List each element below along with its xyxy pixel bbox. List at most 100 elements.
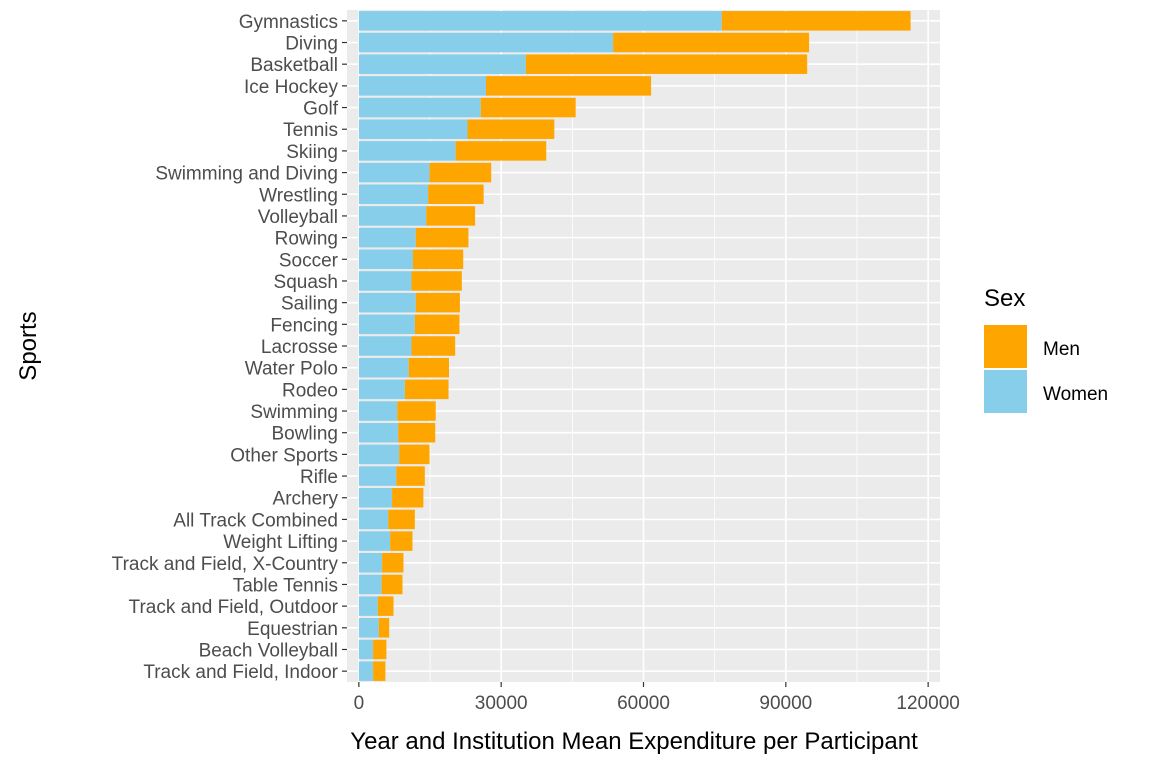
bar-women-basketball xyxy=(358,54,526,74)
y-tick-label-weight-lifting: Weight Lifting xyxy=(223,532,338,553)
y-tick-label-water-polo: Water Polo xyxy=(245,359,338,380)
y-tick-label-beach-volleyball: Beach Volleyball xyxy=(199,640,338,661)
y-tick-label-table-tennis: Table Tennis xyxy=(233,575,338,596)
bar-women-rodeo xyxy=(358,379,405,400)
y-tick-label-skiing: Skiing xyxy=(286,142,338,163)
bar-women-squash xyxy=(358,271,412,291)
y-tick-label-sailing: Sailing xyxy=(281,294,338,315)
x-tick-label-30000: 30000 xyxy=(475,693,528,714)
bar-women-sailing xyxy=(358,292,416,313)
bar-women-rowing xyxy=(358,227,416,248)
bar-men-volleyball xyxy=(426,206,476,226)
bar-men-other-sports xyxy=(399,444,430,465)
bar-men-fencing xyxy=(414,314,460,335)
bar-men-rifle xyxy=(396,466,425,486)
bar-men-lacrosse xyxy=(411,336,456,356)
bar-women-weight-lifting xyxy=(358,531,391,551)
legend-swatch-women xyxy=(984,370,1027,413)
bar-men-gymnastics xyxy=(721,11,911,31)
legend: Sex Men Women xyxy=(984,285,1108,413)
y-tick-label-track-and-field-outdoor: Track and Field, Outdoor xyxy=(129,597,339,618)
bar-women-equestrian xyxy=(358,618,379,638)
bar-men-equestrian xyxy=(378,618,390,638)
bar-women-lacrosse xyxy=(358,336,412,356)
legend-title: Sex xyxy=(984,285,1025,312)
y-axis-title: Sports xyxy=(15,311,42,380)
bar-men-bowling xyxy=(398,422,436,443)
bar-women-bowling xyxy=(358,422,399,443)
y-tick-label-tennis: Tennis xyxy=(283,120,338,141)
legend-label-men: Men xyxy=(1043,339,1080,360)
bar-men-diving xyxy=(613,32,810,53)
bar-women-other-sports xyxy=(358,444,400,465)
bar-women-diving xyxy=(358,32,614,53)
bar-women-volleyball xyxy=(358,206,427,226)
bar-men-wrestling xyxy=(428,184,484,205)
bar-men-rowing xyxy=(415,227,469,248)
y-tick-label-rifle: Rifle xyxy=(300,467,338,488)
bar-men-rodeo xyxy=(404,379,449,400)
bar-women-track-and-field-indoor xyxy=(358,661,374,681)
bar-men-skiing xyxy=(455,141,547,161)
x-tick-label-0: 0 xyxy=(354,693,365,714)
bar-women-wrestling xyxy=(358,184,429,205)
bar-men-golf xyxy=(480,97,576,118)
bar-women-table-tennis xyxy=(358,574,382,595)
bar-women-tennis xyxy=(358,119,468,139)
y-tick-label-all-track-combined: All Track Combined xyxy=(173,510,338,531)
bar-men-water-polo xyxy=(408,357,449,378)
bar-women-soccer xyxy=(358,249,413,270)
x-tick-label-120000: 120000 xyxy=(896,693,959,714)
bar-men-swimming-and-diving xyxy=(429,162,492,183)
legend-label-women: Women xyxy=(1043,384,1108,405)
bar-women-track-and-field-outdoor xyxy=(358,596,378,616)
bar-women-water-polo xyxy=(358,357,409,378)
bar-men-all-track-combined xyxy=(388,509,415,530)
bar-women-rifle xyxy=(358,466,397,486)
y-tick-label-swimming-and-diving: Swimming and Diving xyxy=(155,164,338,185)
bar-men-beach-volleyball xyxy=(373,639,387,660)
bar-men-track-and-field-x-country xyxy=(382,553,404,573)
y-tick-label-bowling: Bowling xyxy=(271,424,338,445)
y-tick-label-archery: Archery xyxy=(273,489,339,510)
y-tick-label-rowing: Rowing xyxy=(275,229,338,250)
bar-men-track-and-field-indoor xyxy=(373,661,386,681)
bar-women-all-track-combined xyxy=(358,509,389,530)
y-tick-label-ice-hockey: Ice Hockey xyxy=(244,77,338,98)
y-tick-label-equestrian: Equestrian xyxy=(247,619,338,640)
y-tick-label-volleyball: Volleyball xyxy=(258,207,338,228)
bar-men-sailing xyxy=(415,292,460,313)
bar-women-swimming xyxy=(358,401,398,421)
bar-women-ice-hockey xyxy=(358,76,486,96)
legend-swatch-men xyxy=(984,325,1027,368)
bar-women-gymnastics xyxy=(358,11,722,31)
y-tick-label-gymnastics: Gymnastics xyxy=(239,12,338,33)
bar-women-golf xyxy=(358,97,481,118)
x-axis-title: Year and Institution Mean Expenditure pe… xyxy=(350,728,918,755)
x-axis-tick-labels: 0 30000 60000 90000 120000 xyxy=(354,682,960,714)
bar-men-basketball xyxy=(525,54,808,74)
y-tick-label-swimming: Swimming xyxy=(250,402,338,423)
x-tick-label-90000: 90000 xyxy=(759,693,812,714)
bar-women-fencing xyxy=(358,314,415,335)
y-tick-label-wrestling: Wrestling xyxy=(259,185,338,206)
y-tick-label-golf: Golf xyxy=(303,99,339,120)
bar-men-archery xyxy=(392,487,424,508)
bar-men-ice-hockey xyxy=(485,76,652,96)
y-tick-label-soccer: Soccer xyxy=(279,250,339,271)
bar-men-track-and-field-outdoor xyxy=(377,596,394,616)
x-tick-label-60000: 60000 xyxy=(617,693,670,714)
bar-women-track-and-field-x-country xyxy=(358,553,383,573)
bar-women-swimming-and-diving xyxy=(358,162,430,183)
y-tick-label-diving: Diving xyxy=(285,34,338,55)
y-tick-label-basketball: Basketball xyxy=(250,55,338,76)
y-tick-label-squash: Squash xyxy=(274,272,338,293)
bar-men-table-tennis xyxy=(381,574,403,595)
bar-women-beach-volleyball xyxy=(358,639,374,660)
bar-men-swimming xyxy=(397,401,436,421)
y-tick-label-other-sports: Other Sports xyxy=(230,445,338,466)
bar-women-archery xyxy=(358,487,393,508)
